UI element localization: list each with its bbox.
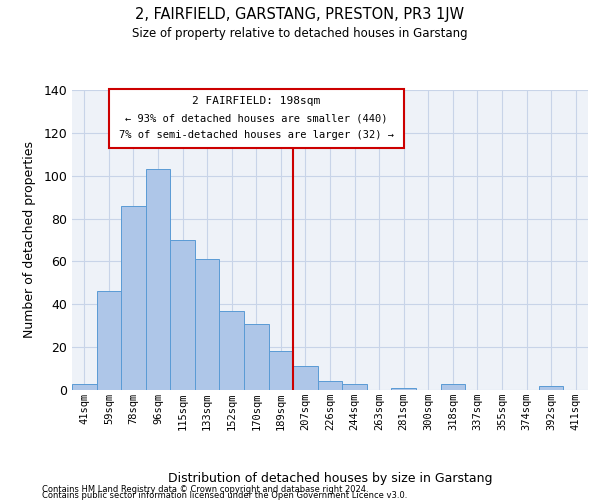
Bar bbox=[72, 384, 97, 390]
Text: ← 93% of detached houses are smaller (440): ← 93% of detached houses are smaller (44… bbox=[125, 114, 388, 124]
Bar bbox=[391, 388, 416, 390]
Bar bbox=[342, 384, 367, 390]
Bar bbox=[244, 324, 269, 390]
Bar bbox=[269, 352, 293, 390]
Bar bbox=[170, 240, 195, 390]
Text: Contains HM Land Registry data © Crown copyright and database right 2024.: Contains HM Land Registry data © Crown c… bbox=[42, 484, 368, 494]
Bar bbox=[539, 386, 563, 390]
Bar bbox=[220, 310, 244, 390]
Bar bbox=[318, 382, 342, 390]
Bar bbox=[195, 260, 220, 390]
Bar bbox=[146, 170, 170, 390]
Bar bbox=[440, 384, 465, 390]
Text: 7% of semi-detached houses are larger (32) →: 7% of semi-detached houses are larger (3… bbox=[119, 130, 394, 140]
Y-axis label: Number of detached properties: Number of detached properties bbox=[23, 142, 37, 338]
Bar bbox=[97, 292, 121, 390]
Text: Distribution of detached houses by size in Garstang: Distribution of detached houses by size … bbox=[168, 472, 492, 485]
Text: Contains public sector information licensed under the Open Government Licence v3: Contains public sector information licen… bbox=[42, 491, 407, 500]
Text: 2 FAIRFIELD: 198sqm: 2 FAIRFIELD: 198sqm bbox=[192, 96, 320, 106]
Text: 2, FAIRFIELD, GARSTANG, PRESTON, PR3 1JW: 2, FAIRFIELD, GARSTANG, PRESTON, PR3 1JW bbox=[136, 8, 464, 22]
Bar bbox=[121, 206, 146, 390]
Text: Size of property relative to detached houses in Garstang: Size of property relative to detached ho… bbox=[132, 28, 468, 40]
Bar bbox=[293, 366, 318, 390]
